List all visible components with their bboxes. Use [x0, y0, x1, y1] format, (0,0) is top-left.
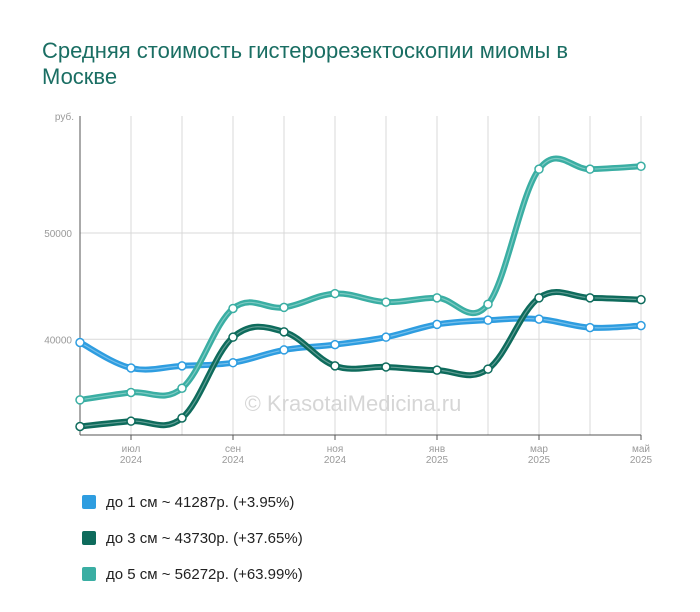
data-point: [432, 319, 442, 330]
chart-title: Средняя стоимость гистерорезектоскопии м…: [42, 38, 569, 89]
data-point: [432, 365, 442, 375]
data-point: [636, 320, 646, 331]
x-tick-month-label: май: [632, 444, 650, 455]
data-point: [381, 297, 391, 307]
legend-label: до 1 см ~ 41287р. (+3.95%): [106, 493, 295, 511]
legend-swatch: [82, 495, 96, 509]
data-point: [636, 294, 646, 305]
legend-item-1cm[interactable]: до 1 см ~ 41287р. (+3.95%): [82, 484, 303, 520]
y-tick-label: 40000: [44, 335, 72, 346]
legend-label: до 3 см ~ 43730р. (+37.65%): [106, 529, 303, 547]
x-tick-year-label: 2025: [426, 455, 449, 466]
data-point: [585, 164, 595, 174]
x-tick-year-label: 2025: [630, 455, 653, 466]
data-point: [585, 322, 595, 333]
grid-lines: [80, 116, 642, 435]
y-axis-unit-label: руб.: [55, 111, 74, 123]
data-point: [75, 337, 85, 348]
x-tick-year-label: 2024: [222, 455, 245, 466]
data-point: [330, 339, 340, 350]
x-tick-month-label: мар: [530, 444, 548, 455]
data-point: [381, 332, 391, 342]
x-tick-month-label: ноя: [327, 444, 344, 455]
data-point: [534, 293, 544, 303]
data-point: [126, 416, 136, 426]
legend-label: до 5 см ~ 56272р. (+63.99%): [106, 565, 303, 583]
data-point: [585, 293, 595, 303]
data-point: [534, 164, 544, 174]
x-tick-year-label: 2024: [324, 455, 347, 466]
data-point: [483, 315, 493, 325]
data-point: [636, 161, 646, 172]
data-point: [228, 332, 238, 342]
data-point: [483, 299, 493, 309]
y-tick-label: 50000: [44, 229, 72, 240]
data-point: [126, 363, 136, 373]
data-point: [330, 288, 340, 299]
x-tick-month-label: июл: [122, 444, 141, 455]
data-point: [432, 293, 442, 303]
x-tick-year-label: 2025: [528, 455, 551, 466]
x-tick-month-label: сен: [225, 444, 241, 455]
data-point: [228, 303, 238, 314]
series-lines: [77, 155, 644, 430]
data-point: [228, 357, 238, 368]
legend-swatch: [82, 531, 96, 545]
data-point: [126, 387, 136, 398]
data-point: [330, 361, 340, 371]
data-point: [177, 383, 187, 393]
x-tick-year-label: 2024: [120, 455, 143, 466]
watermark: © KrasotaiMedicina.ru: [245, 391, 462, 416]
x-tick-month-label: янв: [429, 444, 445, 455]
axes: 4000050000руб.июл2024сен2024ноя2024янв20…: [44, 111, 652, 466]
data-point: [279, 345, 289, 355]
data-point: [381, 362, 391, 372]
data-points: [75, 161, 646, 432]
data-point: [279, 327, 289, 337]
data-point: [483, 364, 493, 374]
data-point: [75, 395, 85, 405]
legend-swatch: [82, 567, 96, 581]
data-point: [75, 421, 85, 432]
line-chart: © KrasotaiMedicina.ru 4000050000руб.июл2…: [44, 111, 652, 466]
series-line-1: [77, 315, 644, 373]
legend: до 1 см ~ 41287р. (+3.95%) до 3 см ~ 437…: [82, 484, 303, 592]
series-line-3: [77, 155, 644, 403]
data-point: [177, 361, 187, 371]
legend-item-3cm[interactable]: до 3 см ~ 43730р. (+37.65%): [82, 520, 303, 556]
data-point: [279, 302, 289, 313]
series-line-highlight-3: [79, 157, 642, 401]
data-point: [534, 314, 544, 324]
data-point: [177, 413, 187, 423]
legend-item-5cm[interactable]: до 5 см ~ 56272р. (+63.99%): [82, 556, 303, 592]
